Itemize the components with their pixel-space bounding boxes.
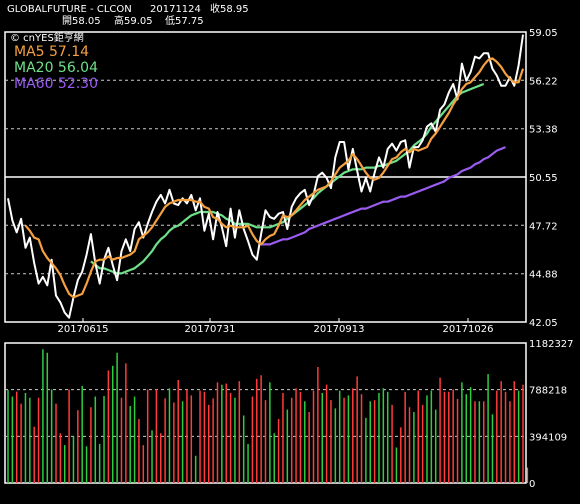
volume-tick-label: 0 (529, 479, 535, 490)
ma20-line (90, 82, 485, 275)
date-tick-label: 20171026 (443, 324, 494, 335)
watermark: © cnYES鉅亨網 (10, 31, 84, 44)
price-tick-label: 47.72 (529, 221, 558, 232)
date-tick-label: 20170913 (314, 324, 365, 335)
legend-ma20: MA20 56.04 (14, 60, 98, 76)
symbol-label: GLOBALFUTURE - CLCON (7, 4, 132, 15)
price-tick-label: 56.22 (529, 76, 558, 87)
high-label: 高59.05 (114, 14, 153, 27)
date-tick-label: 20170615 (58, 324, 109, 335)
volume-tick-label: 394109 (529, 432, 567, 443)
date-axis-ticks: 20170615 20170731 20170913 20171026 (58, 318, 494, 335)
price-tick-label: 53.38 (529, 125, 558, 136)
price-line (7, 34, 524, 319)
legend-ma5: MA5 57.14 (14, 44, 89, 60)
price-tick-label: 42.05 (529, 318, 558, 329)
price-lines (7, 34, 525, 319)
date-label: 20171124 (150, 4, 201, 15)
date-tick-label: 20170731 (185, 324, 236, 335)
ma60-line (261, 146, 506, 246)
volume-bars (7, 349, 529, 483)
volume-tick-label: 1182327 (529, 339, 574, 350)
price-tick-label: 59.05 (529, 28, 558, 39)
ma5-line (24, 57, 525, 299)
close-label: 收58.95 (210, 2, 249, 15)
legend-ma60: MA60 52.30 (14, 76, 98, 92)
open-label: 開58.05 (62, 15, 101, 27)
price-tick-label: 44.88 (529, 270, 558, 281)
volume-tick-label: 788218 (529, 386, 567, 397)
price-tick-label: 50.55 (529, 173, 558, 184)
low-label: 低57.75 (165, 14, 204, 27)
price-axis-ticks: 59.05 56.22 53.38 50.55 47.72 44.88 42.05 (529, 28, 558, 329)
volume-axis-ticks: 1182327 788218 394109 0 (529, 339, 574, 490)
